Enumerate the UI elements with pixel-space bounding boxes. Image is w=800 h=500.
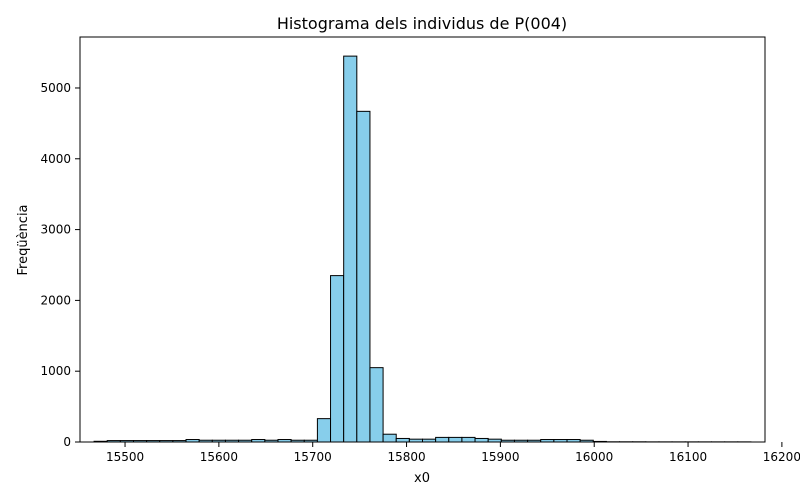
histogram-bar xyxy=(316,418,332,443)
histogram-bar xyxy=(435,436,450,443)
chart-title: Histograma dels individus de P(004) xyxy=(277,14,567,33)
bars-group xyxy=(93,55,752,443)
histogram-bar xyxy=(461,436,476,443)
histogram-bar xyxy=(356,110,371,443)
x-tick-label: 15600 xyxy=(200,450,238,464)
x-tick-label: 15900 xyxy=(481,450,519,464)
x-tick-label: 16000 xyxy=(575,450,613,464)
y-tick-label: 0 xyxy=(63,435,71,449)
histogram-bar xyxy=(448,436,463,443)
x-tick-label: 15500 xyxy=(106,450,144,464)
x-axis-label: x0 xyxy=(414,471,430,486)
y-tick-label: 2000 xyxy=(40,293,71,307)
y-tick-label: 1000 xyxy=(40,364,71,378)
x-tick-label: 15700 xyxy=(294,450,332,464)
histogram-bar xyxy=(382,433,397,443)
x-tick-label: 16100 xyxy=(669,450,707,464)
y-axis-label: Freqüència xyxy=(16,204,31,275)
histogram-bar xyxy=(474,437,489,443)
x-tick-label: 16200 xyxy=(763,450,800,464)
y-tick-label: 4000 xyxy=(40,152,71,166)
y-tick-label: 3000 xyxy=(40,223,71,237)
y-tick-label: 5000 xyxy=(40,81,71,95)
x-tick-label: 15800 xyxy=(387,450,425,464)
histogram-bar xyxy=(369,367,384,443)
histogram-bar xyxy=(330,275,345,443)
histogram-bar xyxy=(395,437,410,443)
plot-frame xyxy=(79,36,766,443)
x-axis-ticks: 15500 15600 15700 15800 15900 16000 16100 16200 xyxy=(106,442,800,464)
histogram-bar xyxy=(343,55,358,443)
y-axis-ticks: 0 1000 2000 3000 4000 5000 xyxy=(40,81,80,449)
